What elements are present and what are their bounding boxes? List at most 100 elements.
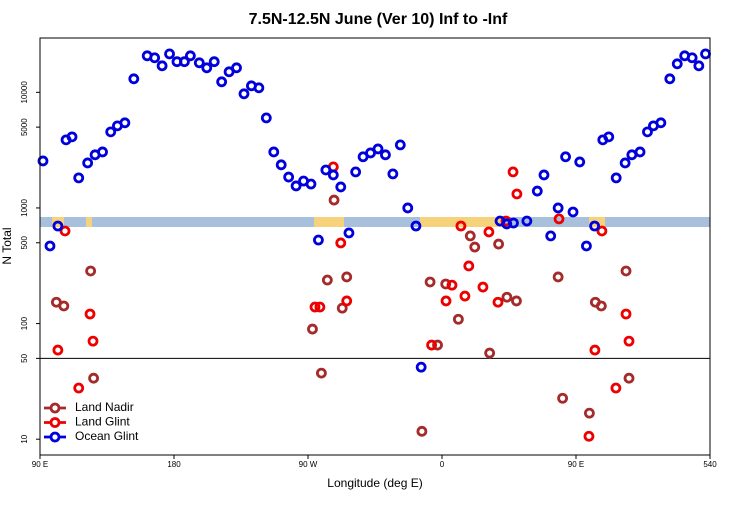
point [552,202,564,214]
point [424,276,436,288]
point [610,172,622,184]
y-tick-label: 100 [20,316,29,330]
point [634,146,646,158]
point [501,291,513,303]
point [283,171,295,183]
point [290,180,302,192]
point [309,301,321,313]
point [603,131,615,143]
point [335,237,347,249]
point [455,220,467,232]
point [307,323,318,335]
point [655,117,667,129]
point [87,335,99,347]
point [589,220,601,232]
legend-marker [49,402,61,414]
point [314,301,326,313]
point [260,112,272,124]
point [59,225,71,237]
point [463,260,475,272]
y-axis-label: N Total [0,227,14,264]
point [410,220,422,232]
point [179,56,190,68]
point [105,126,117,138]
point [492,296,504,308]
point [52,344,64,356]
point [313,234,324,246]
land-band [314,217,344,227]
point [149,52,161,64]
point [664,73,676,85]
land-band [86,217,92,227]
point [335,181,347,193]
y-tick-label: 1000 [20,198,29,216]
point [619,157,631,169]
point [700,48,711,60]
point [184,50,196,62]
point [671,58,683,70]
point [552,271,564,283]
point [268,146,280,158]
point [321,274,333,286]
ocean-band [40,217,710,227]
point [328,194,340,206]
point [82,157,94,169]
point [538,169,550,181]
point [583,430,595,442]
x-tick-label: 0 [440,460,445,469]
point [85,265,97,277]
point [387,168,399,180]
point [693,60,705,72]
point [531,185,543,197]
point [560,151,571,163]
y-tick-label: 5000 [20,118,29,136]
point [553,213,565,225]
y-tick-label: 50 [20,353,29,362]
point [426,339,437,351]
point [511,295,522,307]
point [508,217,519,229]
point [584,407,595,419]
point [620,265,632,277]
point [350,166,362,178]
point [208,56,220,68]
point [574,156,586,168]
point [483,226,495,238]
point [589,344,601,356]
point [315,367,327,379]
point [623,372,635,384]
point [557,392,568,404]
point [164,48,175,60]
point [372,143,384,155]
x-tick-label: 540 [703,460,717,469]
land-mask-band [40,217,710,227]
point [440,295,452,307]
point [58,300,70,312]
point [97,146,108,158]
point [52,220,64,232]
point [610,382,622,394]
point [44,240,56,252]
x-tick-label: 90 E [568,460,584,469]
y-tick-label: 500 [20,236,29,250]
point [119,117,131,129]
point [507,166,519,178]
plot-area [37,48,711,442]
point [521,215,533,227]
point [305,178,317,190]
chart-title: 7.5N-12.5N June (Ver 10) Inf to -Inf [249,11,508,28]
y-tick-label: 10 [20,434,29,443]
point [73,382,85,394]
point [341,271,353,283]
point [567,206,579,218]
point [193,57,205,69]
point [231,62,242,74]
point [596,225,608,237]
point [380,149,391,161]
x-tick-label: 180 [167,460,181,469]
point [37,155,49,167]
x-axis-label: Longitude (deg E) [327,476,422,490]
